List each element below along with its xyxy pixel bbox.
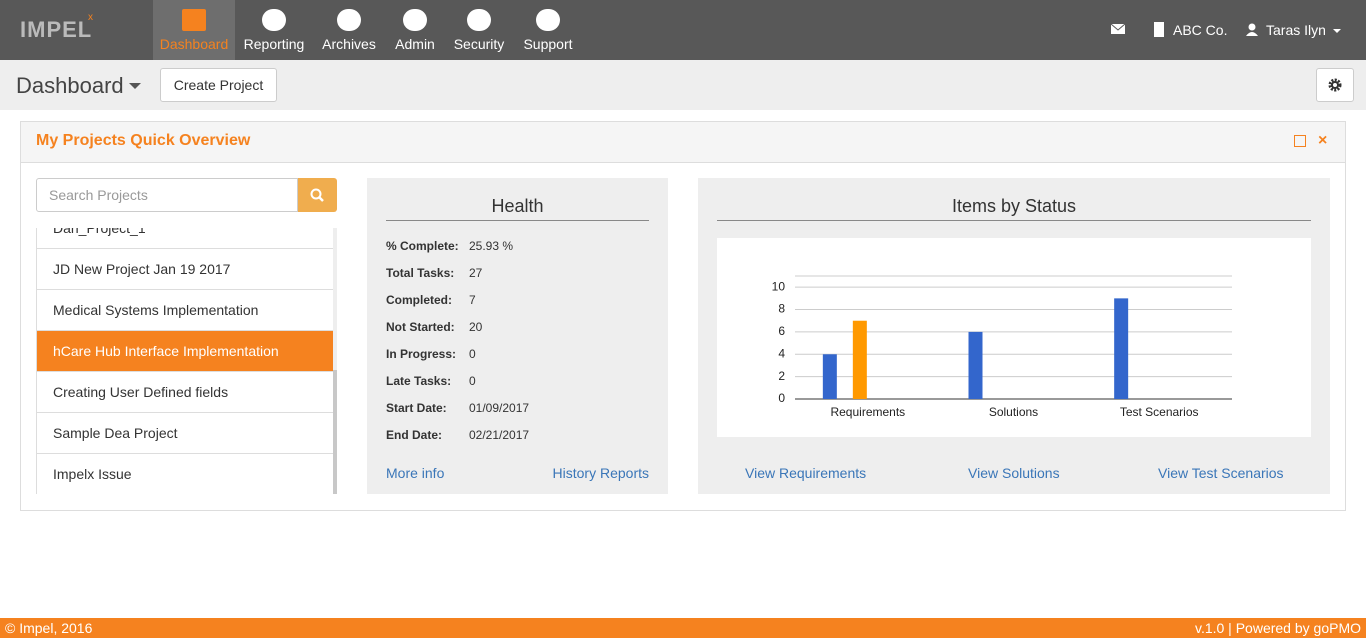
y-tick-label: 6 — [778, 324, 785, 338]
project-item[interactable]: hCare Hub Interface Implementation — [37, 331, 334, 372]
logo-x: x — [88, 12, 93, 23]
y-tick-label: 10 — [772, 279, 786, 293]
logo[interactable]: IMPEL — [20, 17, 93, 42]
create-project-button[interactable]: Create Project — [160, 68, 277, 102]
nav-icon — [536, 9, 560, 31]
user-name[interactable]: Taras Ilyn — [1266, 22, 1326, 38]
nav-item[interactable]: Archives — [311, 0, 387, 60]
x-tick-label: Test Scenarios — [1120, 405, 1199, 419]
panel-header — [21, 122, 1345, 163]
health-value: 20 — [469, 320, 483, 334]
nav-icon — [182, 9, 206, 31]
nav-icon — [403, 9, 427, 31]
project-item[interactable]: Creating User Defined fields — [37, 372, 334, 413]
health-label: In Progress: — [386, 347, 457, 361]
y-tick-label: 4 — [778, 346, 785, 360]
x-tick-label: Requirements — [830, 405, 905, 419]
mail-icon[interactable] — [1111, 24, 1127, 36]
settings-button[interactable] — [1316, 68, 1354, 102]
y-tick-label: 0 — [778, 391, 785, 405]
y-tick-label: 2 — [778, 369, 785, 383]
nav-item[interactable]: Security — [441, 0, 517, 60]
chart: 0 2 4 6 8 10 Requirements Solutions Test Scenari… — [717, 238, 1311, 437]
chart-title: Items by Status — [951, 196, 1077, 216]
project-item[interactable]: Dan_Project_1 — [37, 228, 334, 249]
health-value: 01/09/2017 — [469, 401, 530, 415]
health-label: End Date: — [386, 428, 443, 442]
bar — [968, 331, 983, 399]
bar — [1114, 298, 1129, 399]
nav-label: Security — [453, 36, 505, 52]
nav-item[interactable]: Support — [510, 0, 586, 60]
nav-icon — [337, 9, 361, 31]
nav-label: Admin — [395, 36, 435, 52]
project-item[interactable]: Impelx Issue — [37, 454, 334, 494]
nav-item[interactable]: Dashboard — [153, 0, 235, 60]
building-icon — [1154, 22, 1164, 37]
health-value: 0 — [469, 347, 476, 361]
panel — [20, 121, 1346, 511]
health-box — [367, 178, 668, 494]
health-label: % Complete: — [386, 239, 459, 253]
nav-icon — [467, 9, 491, 31]
project-list: Dan_Project_1 JD New Project Jan 19 2017 M… — [36, 228, 334, 494]
project-item[interactable]: JD New Project Jan 19 2017 — [37, 249, 334, 290]
nav-label: Dashboard — [159, 36, 229, 52]
health-label: Completed: — [386, 293, 452, 307]
search-input[interactable]: Search Projects — [36, 178, 298, 212]
company[interactable]: ABC Co. — [1173, 22, 1228, 38]
panel-title: My Projects Quick Overview — [36, 132, 251, 149]
nav-icon — [262, 9, 286, 31]
health-value: 25.93 % — [469, 239, 514, 253]
health-value: 7 — [469, 293, 476, 307]
nav-label: Reporting — [243, 36, 305, 52]
health-value: 02/21/2017 — [469, 428, 530, 442]
health-value: 27 — [469, 266, 483, 280]
health-label: Late Tasks: — [386, 374, 452, 388]
user-icon — [1246, 23, 1258, 36]
view-test-scenarios-link[interactable]: View Test Scenarios — [1158, 465, 1284, 481]
bar — [852, 320, 867, 399]
project-item[interactable]: Medical Systems Implementation — [37, 290, 334, 331]
view-requirements-link[interactable]: View Requirements — [745, 465, 867, 481]
history-reports-link[interactable]: History Reports — [552, 465, 649, 481]
divider — [717, 220, 1311, 221]
search-button[interactable] — [298, 178, 337, 212]
view-solutions-link[interactable]: View Solutions — [968, 465, 1060, 481]
more-info-link[interactable]: More info — [386, 465, 445, 481]
health-label: Start Date: — [386, 401, 447, 415]
restore-icon[interactable] — [1294, 135, 1306, 147]
footer — [0, 618, 1366, 638]
nav-item[interactable]: Reporting — [236, 0, 312, 60]
bar — [822, 354, 837, 399]
x-tick-label: Solutions — [989, 405, 1038, 419]
health-title: Health — [491, 196, 544, 216]
caret — [129, 83, 141, 95]
scroll-thumb[interactable] — [333, 370, 337, 494]
y-tick-label: 8 — [778, 302, 785, 316]
project-item[interactable]: Sample Dea Project — [37, 413, 334, 454]
health-value: 0 — [469, 374, 476, 388]
health-label: Total Tasks: — [386, 266, 455, 280]
caret — [1333, 29, 1341, 37]
toolbar-title[interactable]: Dashboard — [16, 73, 124, 98]
nav-label: Support — [523, 36, 573, 52]
footer-left: © Impel, 2016 — [5, 620, 93, 636]
divider — [386, 220, 649, 221]
close-icon[interactable]: × — [1318, 132, 1328, 149]
scrollbar — [333, 228, 337, 494]
health-label: Not Started: — [386, 320, 455, 334]
nav-label: Archives — [322, 36, 376, 52]
nav-item[interactable]: Admin — [377, 0, 453, 60]
footer-right: v.1.0 | Powered by goPMO — [1194, 620, 1361, 636]
